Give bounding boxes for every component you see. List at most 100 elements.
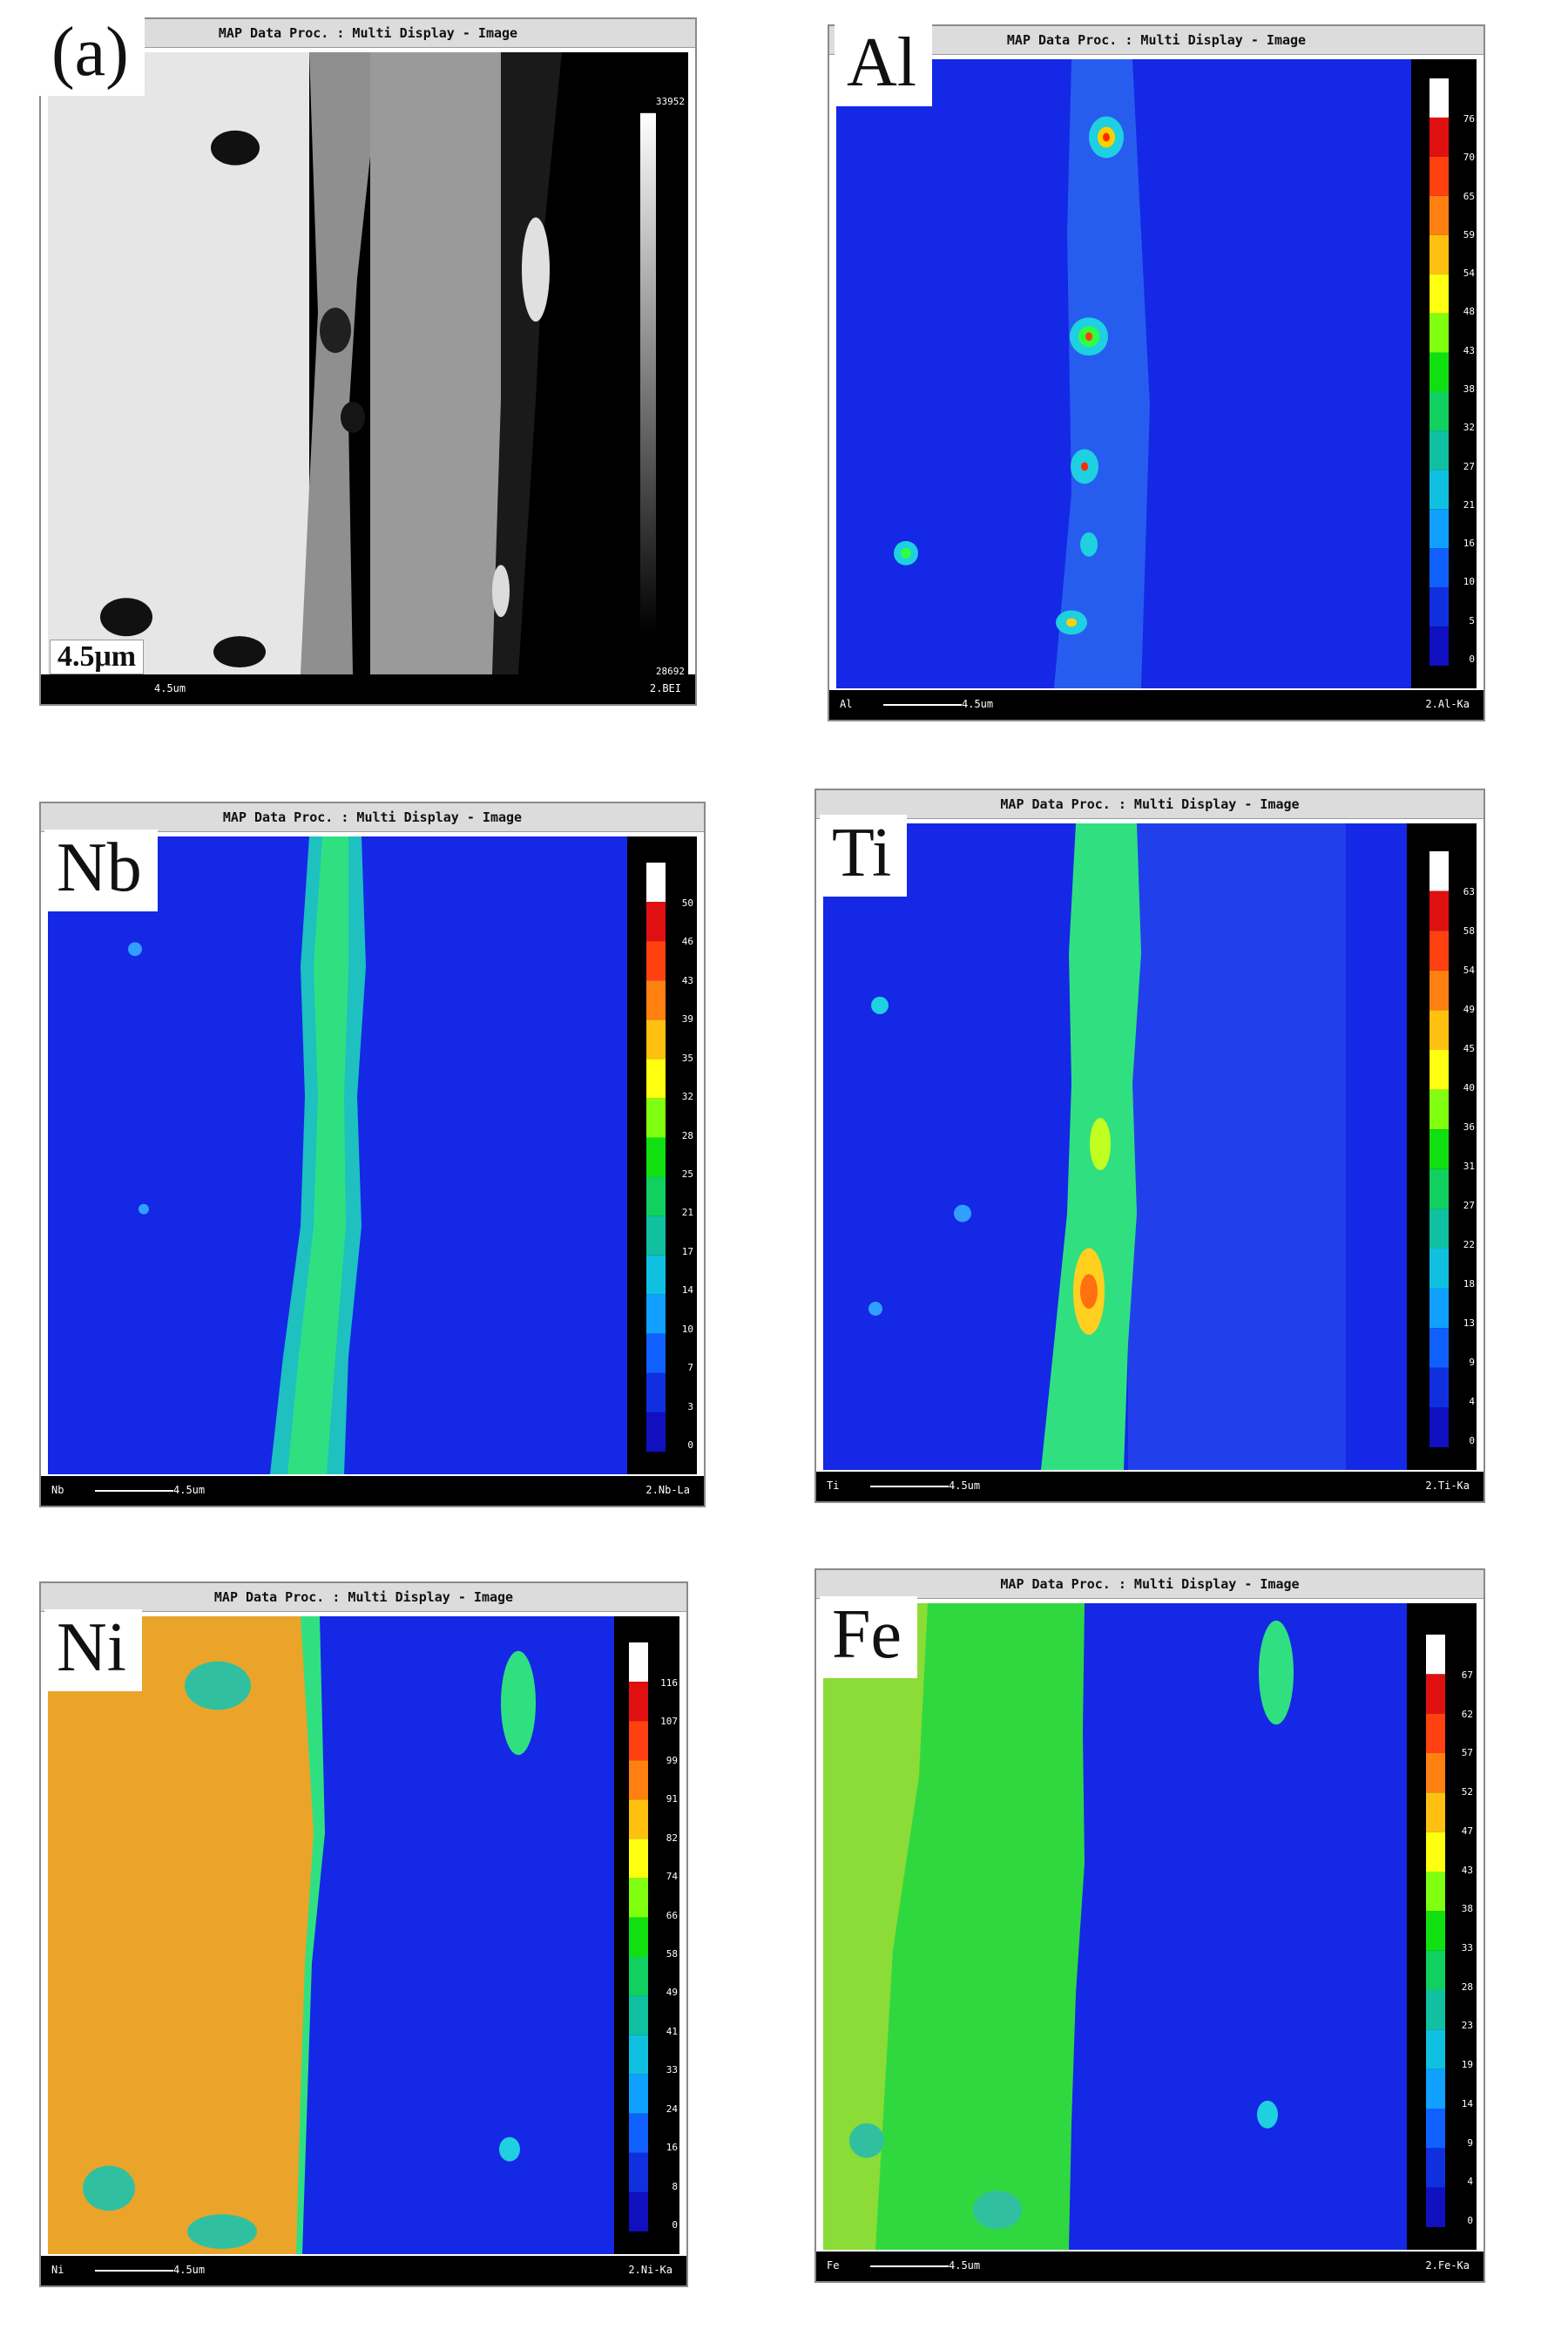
panel-footer: 4.5um 2.BEI [41,674,695,704]
scale-tick-label: 19 [1461,2059,1473,2071]
window-title: MAP Data Proc. : Multi Display - Image [816,1570,1484,1599]
scale-tick-label: 0 [672,2219,678,2231]
scale-tick-label: 0 [1469,653,1475,665]
scale-tick-label: 41 [666,2025,678,2037]
scale-tick-label: 25 [681,1168,693,1180]
scale-tick-label: 40 [1463,1082,1475,1094]
scale-tick-label: 46 [681,936,693,948]
panel-footer: Ti 4.5um 2.Ti-Ka [816,1472,1484,1501]
scale-text: 4.5um [962,698,994,710]
scale-tick-label: 50 [681,897,693,909]
scale-tick-label: 43 [1463,344,1475,356]
window-title: MAP Data Proc. : Multi Display - Image [816,790,1484,819]
scale-tick-label: 28 [1461,1981,1473,1993]
scale-tick-label: 67 [1461,1669,1473,1681]
scale-tick-label: 70 [1463,152,1475,164]
color-scale [629,1642,648,2231]
panel-al: MAP Data Proc. : Multi Display - Image [828,24,1485,721]
panel-label: Al [835,24,932,106]
scale-tick-label: 48 [1463,306,1475,318]
scale-ticks: 63 58 54 49 45 40 36 31 27 22 18 13 9 4 0 [1447,886,1475,1447]
panel-label: (a) [39,14,145,96]
scale-tick-label: 5 [1469,614,1475,626]
panel-ti: MAP Data Proc. : Multi Display - Image [814,789,1485,1503]
panel-footer: Ni 4.5um 2.Ni-Ka [41,2256,686,2285]
channel-label: 2.Nb-La [645,1484,690,1496]
scale-text: 4.5um [949,2259,981,2272]
panel-bei: MAP Data Proc. : Multi Display - Image 3… [39,14,697,706]
scale-tick-label: 58 [1463,925,1475,937]
element-label: Ti [827,1480,840,1492]
panel-nb: MAP Data Proc. : Multi Display - Image [39,802,706,1507]
scale-tick-label: 82 [666,1832,678,1844]
scale-tick-label: 52 [1461,1786,1473,1798]
fe-map-image [823,1603,1477,2250]
scale-tick-label: 91 [666,1793,678,1805]
scale-ticks: 116 107 99 91 82 74 66 58 49 41 33 24 16 8 0 [650,1677,678,2231]
scale-tick-label: 16 [666,2142,678,2154]
scale-tick-label: 49 [666,1987,678,1999]
scale-tick-label: 24 [666,2103,678,2115]
scale-tick-label: 65 [1463,190,1475,202]
scale-tick-label: 39 [681,1013,693,1026]
scale-ticks: 76 70 65 59 54 48 43 38 32 27 21 16 10 5 0 [1447,113,1475,666]
scale-text: 4.5um [173,1484,206,1496]
element-label: Al [840,698,853,710]
scale-tick-label: 47 [1461,1825,1473,1837]
panel-footer: Fe 4.5um 2.Fe-Ka [816,2252,1484,2281]
scale-tick-label: 13 [1463,1317,1475,1329]
scale-tick-label: 76 [1463,113,1475,125]
scale-tick-label: 10 [1463,576,1475,588]
scale-tick-label: 54 [1463,965,1475,976]
color-scale [646,863,666,1452]
scale-line [883,704,962,706]
scale-tick-label: 7 [687,1362,693,1374]
scale-tick-label: 107 [660,1716,678,1728]
panel-label: Ti [820,815,908,897]
scale-tick-label: 9 [1467,2136,1473,2149]
scale-tick-label: 10 [681,1323,693,1335]
scale-tick-label: 43 [1461,1864,1473,1876]
window-title: MAP Data Proc. : Multi Display - Image [829,26,1484,55]
scale-tag: 4.5μm [50,640,145,674]
scale-line [95,1490,173,1492]
scale-tick-label: 3 [687,1400,693,1412]
panel-label: Nb [44,830,158,911]
scale-tick-label: 31 [1463,1161,1475,1172]
scale-tick-label: 99 [666,1754,678,1766]
window-title: MAP Data Proc. : Multi Display - Image [41,1583,686,1612]
scale-tick-label: 38 [1463,383,1475,395]
color-scale [1429,851,1449,1447]
scale-max-value: 33952 [655,96,685,107]
window-title: MAP Data Proc. : Multi Display - Image [41,803,704,832]
scale-tick-label: 16 [1463,538,1475,550]
scale-tick-label: 23 [1461,2020,1473,2032]
scale-tick-label: 43 [681,974,693,986]
ni-map-image [48,1616,679,2254]
scale-tick-label: 54 [1463,267,1475,280]
scale-ticks: 67 62 57 52 47 43 38 33 28 23 19 14 9 4 0 [1445,1669,1473,2227]
scale-tick-label: 21 [1463,498,1475,511]
scale-tick-label: 62 [1461,1708,1473,1720]
window-title: MAP Data Proc. : Multi Display - Image [41,19,695,48]
channel-label: 2.Ti-Ka [1425,1480,1470,1492]
scale-tick-label: 38 [1461,1903,1473,1915]
scale-tick-label: 18 [1463,1278,1475,1290]
scale-tick-label: 32 [1463,422,1475,434]
panel-ni: MAP Data Proc. : Multi Display - Image [39,1581,688,2287]
channel-label: 2.Ni-Ka [628,2264,672,2276]
panel-footer: Al 4.5um 2.Al-Ka [829,690,1484,720]
scale-tick-label: 21 [681,1207,693,1219]
panel-footer: Nb 4.5um 2.Nb-La [41,1476,704,1506]
color-scale [1429,78,1449,666]
channel-label: 2.Al-Ka [1425,698,1470,710]
scale-tick-label: 8 [672,2180,678,2192]
scale-tick-label: 22 [1463,1239,1475,1250]
scale-tick-label: 49 [1463,1004,1475,1015]
scale-tick-label: 4 [1469,1396,1475,1407]
scale-line [870,1486,949,1487]
element-label: Ni [51,2264,64,2276]
scale-min-value: 28692 [655,666,685,677]
scale-tick-label: 33 [1461,1942,1473,1954]
scale-text: 4.5um [173,2264,206,2276]
